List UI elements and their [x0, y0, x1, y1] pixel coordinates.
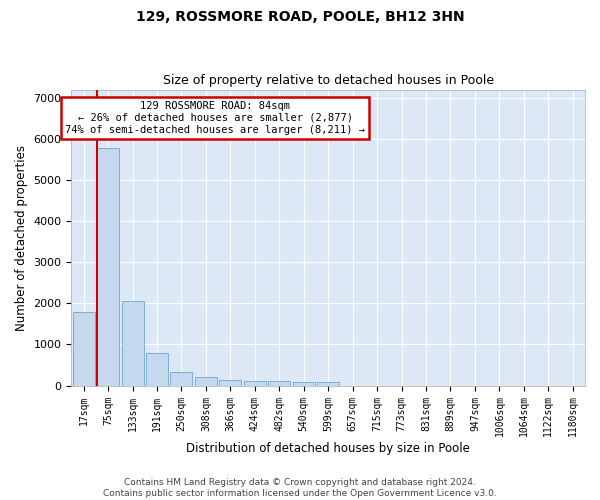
Bar — [73, 312, 95, 386]
Y-axis label: Number of detached properties: Number of detached properties — [15, 144, 28, 330]
Bar — [268, 382, 290, 386]
Bar — [220, 380, 241, 386]
Bar — [97, 148, 119, 386]
X-axis label: Distribution of detached houses by size in Poole: Distribution of detached houses by size … — [186, 442, 470, 455]
Bar — [195, 378, 217, 386]
Bar — [293, 382, 315, 386]
Text: Contains HM Land Registry data © Crown copyright and database right 2024.
Contai: Contains HM Land Registry data © Crown c… — [103, 478, 497, 498]
Bar — [170, 372, 193, 386]
Text: 129, ROSSMORE ROAD, POOLE, BH12 3HN: 129, ROSSMORE ROAD, POOLE, BH12 3HN — [136, 10, 464, 24]
Bar — [122, 301, 143, 386]
Bar — [244, 381, 266, 386]
Text: 129 ROSSMORE ROAD: 84sqm
← 26% of detached houses are smaller (2,877)
74% of sem: 129 ROSSMORE ROAD: 84sqm ← 26% of detach… — [65, 102, 365, 134]
Bar — [317, 382, 339, 386]
Title: Size of property relative to detached houses in Poole: Size of property relative to detached ho… — [163, 74, 494, 87]
Bar — [146, 352, 168, 386]
